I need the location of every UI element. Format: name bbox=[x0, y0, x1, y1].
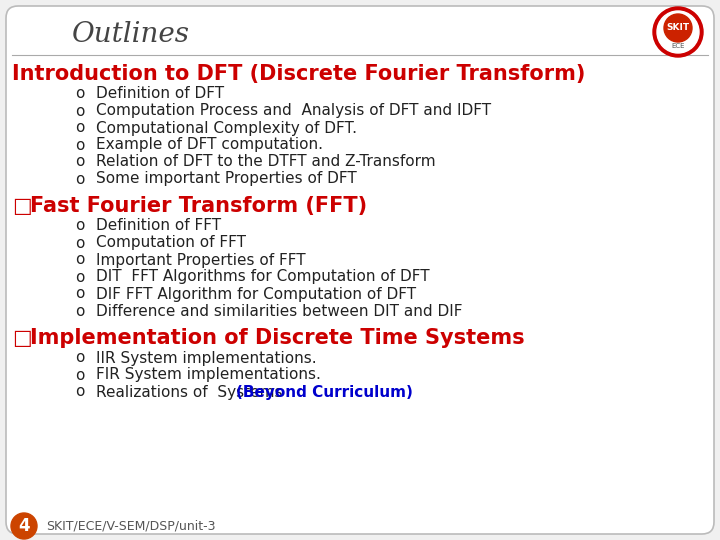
Text: Realizations of  Systems: Realizations of Systems bbox=[96, 384, 287, 400]
Text: Computation of FFT: Computation of FFT bbox=[96, 235, 246, 251]
Text: □: □ bbox=[12, 196, 32, 216]
Text: o: o bbox=[76, 287, 85, 301]
Text: Example of DFT computation.: Example of DFT computation. bbox=[96, 138, 323, 152]
Text: o: o bbox=[76, 120, 85, 136]
Text: Computational Complexity of DFT.: Computational Complexity of DFT. bbox=[96, 120, 357, 136]
Text: Some important Properties of DFT: Some important Properties of DFT bbox=[96, 172, 356, 186]
Text: Implementation of Discrete Time Systems: Implementation of Discrete Time Systems bbox=[30, 328, 525, 348]
Text: Introduction to DFT (Discrete Fourier Transform): Introduction to DFT (Discrete Fourier Tr… bbox=[12, 64, 585, 84]
Circle shape bbox=[11, 513, 37, 539]
Text: Definition of DFT: Definition of DFT bbox=[96, 86, 224, 102]
Text: o: o bbox=[76, 104, 85, 118]
Text: Fast Fourier Transform (FFT): Fast Fourier Transform (FFT) bbox=[30, 196, 367, 216]
Text: SKIT: SKIT bbox=[667, 23, 690, 31]
Text: o: o bbox=[76, 269, 85, 285]
Text: o: o bbox=[76, 303, 85, 319]
Text: o: o bbox=[76, 368, 85, 382]
Text: Difference and similarities between DIT and DIF: Difference and similarities between DIT … bbox=[96, 303, 462, 319]
Text: o: o bbox=[76, 253, 85, 267]
Text: o: o bbox=[76, 350, 85, 366]
Text: Outlines: Outlines bbox=[72, 21, 190, 48]
Text: DIF FFT Algorithm for Computation of DFT: DIF FFT Algorithm for Computation of DFT bbox=[96, 287, 416, 301]
Text: SKIT/ECE/V-SEM/DSP/unit-3: SKIT/ECE/V-SEM/DSP/unit-3 bbox=[46, 519, 215, 532]
Circle shape bbox=[657, 11, 699, 53]
Text: Definition of FFT: Definition of FFT bbox=[96, 219, 221, 233]
Text: o: o bbox=[76, 384, 85, 400]
Text: ECE: ECE bbox=[671, 43, 685, 49]
Text: (Beyond Curriculum): (Beyond Curriculum) bbox=[236, 384, 413, 400]
Text: IIR System implementations.: IIR System implementations. bbox=[96, 350, 317, 366]
FancyBboxPatch shape bbox=[6, 6, 714, 534]
Text: o: o bbox=[76, 86, 85, 102]
Circle shape bbox=[653, 7, 703, 57]
Text: o: o bbox=[76, 138, 85, 152]
Text: Computation Process and  Analysis of DFT and IDFT: Computation Process and Analysis of DFT … bbox=[96, 104, 491, 118]
Text: 4: 4 bbox=[18, 517, 30, 535]
Text: DIT  FFT Algorithms for Computation of DFT: DIT FFT Algorithms for Computation of DF… bbox=[96, 269, 430, 285]
Text: FIR System implementations.: FIR System implementations. bbox=[96, 368, 321, 382]
Text: o: o bbox=[76, 154, 85, 170]
Text: Relation of DFT to the DTFT and Z-Transform: Relation of DFT to the DTFT and Z-Transf… bbox=[96, 154, 436, 170]
Text: □: □ bbox=[12, 328, 32, 348]
Text: o: o bbox=[76, 219, 85, 233]
Circle shape bbox=[664, 14, 692, 42]
Text: o: o bbox=[76, 172, 85, 186]
Text: Important Properties of FFT: Important Properties of FFT bbox=[96, 253, 305, 267]
Text: o: o bbox=[76, 235, 85, 251]
